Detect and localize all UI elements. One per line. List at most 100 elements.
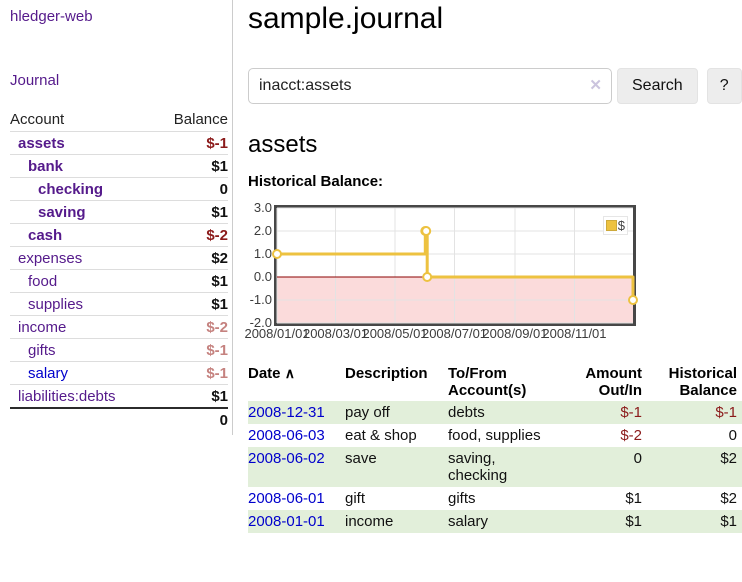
account-balance: $1 [158, 269, 228, 293]
search-box: ✕ [248, 68, 612, 104]
legend-swatch-icon [605, 220, 617, 231]
account-link[interactable]: salary [28, 365, 69, 382]
transaction-amount: $-1 [620, 404, 642, 421]
accounts-header-balance: Balance [173, 111, 228, 128]
account-link[interactable]: income [18, 319, 67, 336]
transaction-description: save [345, 450, 377, 467]
transaction-accounts: gifts [448, 490, 476, 507]
transaction-accounts: food, supplies [448, 427, 541, 444]
y-axis-tick-label: -1.0 [249, 292, 272, 307]
account-link[interactable]: assets [18, 135, 65, 152]
search-input[interactable] [248, 68, 612, 104]
account-row: supplies $1 [10, 292, 228, 316]
transaction-amount: $1 [625, 513, 642, 530]
account-row: assets $-1 [10, 131, 228, 155]
register-header-amount: Amount Out/In [585, 365, 642, 399]
transaction-balance: $2 [720, 450, 737, 467]
balance-line-chart [272, 207, 638, 324]
account-balance: $1 [158, 200, 228, 224]
register-header-row: Date ∧ Description To/From Account(s) Am… [248, 363, 742, 401]
chart-plot-area: $ [272, 205, 638, 326]
sidebar-nav: Journal [10, 72, 59, 89]
account-balance: $1 [158, 154, 228, 178]
x-axis-tick-label: 2008/11/01 [542, 326, 607, 341]
account-row: cash $-2 [10, 223, 228, 247]
transaction-date-link[interactable]: 2008-06-02 [248, 450, 325, 467]
sidebar-item-journal[interactable]: Journal [10, 72, 60, 89]
register-row: 2008-06-02 save saving, checking 0 $2 [248, 447, 742, 487]
register-row: 2008-12-31 pay off debts $-1 $-1 [248, 401, 742, 424]
search-button[interactable]: Search [617, 68, 698, 104]
x-axis-tick-label: 2008/09/01 [482, 326, 548, 341]
transaction-accounts: salary [448, 513, 489, 530]
transaction-accounts: debts [448, 404, 485, 421]
page-title: sample.journal [248, 2, 444, 35]
register-header-date[interactable]: Date ∧ [248, 365, 295, 382]
transaction-accounts: saving, checking [448, 450, 508, 484]
account-balance: 0 [158, 177, 228, 201]
transaction-amount: $-2 [620, 427, 642, 444]
app-brand: hledger-web [10, 8, 228, 25]
search-bar: ✕ Search ? [248, 68, 742, 104]
transaction-balance: $-1 [715, 404, 737, 421]
register-header-balance: Historical Balance [668, 365, 737, 399]
accounts-header-account: Account [10, 111, 65, 128]
y-axis-tick-label: -2.0 [249, 315, 272, 330]
account-row: expenses $2 [10, 246, 228, 270]
sort-ascending-icon: ∧ [284, 365, 295, 381]
accounts-body: assets $-1 bank $1 checking 0 saving $1 cash $-2 e… [10, 131, 228, 408]
y-axis-tick-label: 1.0 [253, 246, 272, 261]
legend-label: $ [617, 218, 625, 233]
account-link[interactable]: gifts [28, 342, 56, 359]
transaction-description: eat & shop [345, 427, 417, 444]
transaction-date-link[interactable]: 2008-06-03 [248, 427, 325, 444]
clear-search-icon[interactable]: ✕ [589, 77, 602, 94]
account-link[interactable]: supplies [28, 296, 84, 313]
accounts-total-value: 0 [10, 407, 228, 431]
account-link[interactable]: cash [28, 227, 63, 244]
app-brand-link[interactable]: hledger-web [10, 8, 93, 25]
transaction-description: gift [345, 490, 366, 507]
account-link[interactable]: food [28, 273, 58, 290]
register-row: 2008-01-01 income salary $1 $1 [248, 510, 742, 533]
chart-legend: $ [602, 216, 628, 235]
transaction-date-link[interactable]: 2008-12-31 [248, 404, 325, 421]
account-balance: $2 [158, 246, 228, 270]
transaction-balance: $1 [720, 513, 737, 530]
y-axis-tick-label: 3.0 [253, 200, 272, 215]
transaction-amount: $1 [625, 490, 642, 507]
account-balance: $-1 [158, 361, 228, 385]
help-button[interactable]: ? [706, 68, 742, 104]
account-link[interactable]: checking [38, 181, 104, 198]
account-balance: $-2 [158, 315, 228, 339]
x-axis-tick-label: 2008/05/01 [362, 326, 428, 341]
account-link[interactable]: expenses [18, 250, 83, 267]
register-header-description: Description [345, 365, 428, 382]
transaction-date-link[interactable]: 2008-01-01 [248, 513, 325, 530]
accounts-total-row: 0 [10, 407, 228, 431]
account-balance: $-1 [158, 338, 228, 362]
sidebar: hledger-web Journal Account Balance asse… [0, 0, 233, 435]
account-row: gifts $-1 [10, 338, 228, 362]
account-balance: $-2 [158, 223, 228, 247]
account-row: bank $1 [10, 154, 228, 178]
account-heading: assets [248, 131, 318, 158]
account-row: saving $1 [10, 200, 228, 224]
account-link[interactable]: saving [38, 204, 86, 221]
account-row: salary $-1 [10, 361, 228, 385]
x-axis-tick-label: 2008/07/01 [421, 326, 488, 341]
register-row: 2008-06-01 gift gifts $1 $2 [248, 487, 742, 510]
accounts-table: Account Balance assets $-1 bank $1 checking 0… [10, 108, 228, 431]
y-axis-tick-label: 0.0 [253, 269, 272, 284]
account-balance: $1 [158, 384, 228, 408]
transaction-balance: 0 [728, 427, 737, 444]
account-link[interactable]: bank [28, 158, 64, 175]
account-link[interactable]: liabilities:debts [18, 388, 116, 405]
account-row: liabilities:debts $1 [10, 384, 228, 408]
transaction-balance: $2 [720, 490, 737, 507]
accounts-header-row: Account Balance [10, 108, 228, 132]
transaction-date-link[interactable]: 2008-06-01 [248, 490, 325, 507]
register-table: Date ∧ Description To/From Account(s) Am… [248, 363, 742, 533]
register-body: 2008-12-31 pay off debts $-1 $-1 2008-06-03 ea… [248, 401, 742, 533]
register-header-accounts: To/From Account(s) [448, 365, 527, 399]
